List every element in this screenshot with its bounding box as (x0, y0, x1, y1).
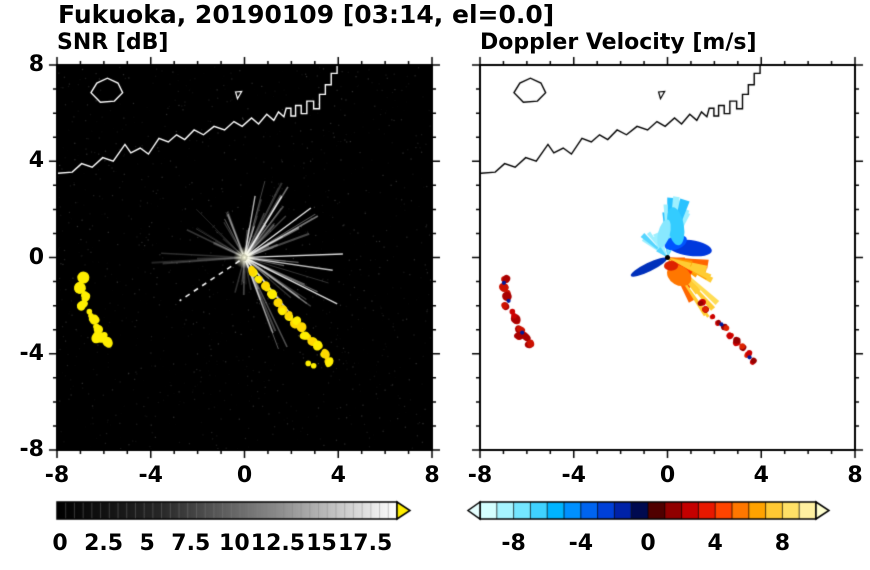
snr-colorbar-label: 5 (139, 531, 155, 556)
snr-colorbar-label: 7.5 (171, 531, 211, 556)
x-axis-tick-label-right: -4 (561, 463, 586, 488)
x-axis-tick-label-left: -4 (138, 463, 163, 488)
doppler-colorbar-label: -4 (568, 531, 594, 556)
doppler-colorbar-label: 8 (774, 531, 791, 556)
snr-radar-panel (43, 51, 446, 464)
x-axis-tick-label-right: 8 (847, 463, 863, 488)
figure-title: Fukuoka, 20190109 [03:14, el=0.0] (58, 0, 555, 29)
snr-colorbar-label: 12.5 (250, 531, 306, 556)
doppler-colorbar-label: -8 (501, 531, 526, 556)
snr-colorbar-label: 17.5 (337, 531, 393, 556)
x-axis-tick-label-right: 0 (659, 463, 676, 488)
snr-colorbar-label: 0 (52, 531, 68, 556)
y-axis-tick-label: 0 (28, 244, 44, 270)
x-axis-tick-label-left: 0 (236, 463, 253, 488)
doppler-colorbar-label: 4 (707, 531, 723, 556)
snr-colorbar (48, 497, 428, 525)
y-axis-tick-label: 4 (28, 148, 44, 174)
y-axis-tick-label: -8 (19, 437, 44, 462)
x-axis-tick-label-left: 4 (330, 463, 346, 488)
x-axis-tick-label-right: 4 (753, 463, 769, 488)
snr-panel-title: SNR [dB] (57, 30, 169, 55)
y-axis-tick-label: -4 (19, 340, 44, 366)
doppler-colorbar (460, 497, 856, 525)
snr-colorbar-label: 2.5 (84, 531, 124, 556)
doppler-colorbar-label: 0 (640, 531, 656, 556)
x-axis-tick-label-left: 8 (424, 463, 440, 488)
x-axis-tick-label-left: -8 (44, 463, 70, 488)
x-axis-tick-label-right: -8 (467, 463, 493, 488)
doppler-panel-title: Doppler Velocity [m/s] (480, 30, 757, 55)
y-axis-tick-label: 8 (28, 52, 44, 77)
doppler-radar-panel (466, 51, 869, 464)
snr-colorbar-label: 15 (306, 531, 337, 556)
snr-colorbar-label: 10 (219, 531, 250, 556)
